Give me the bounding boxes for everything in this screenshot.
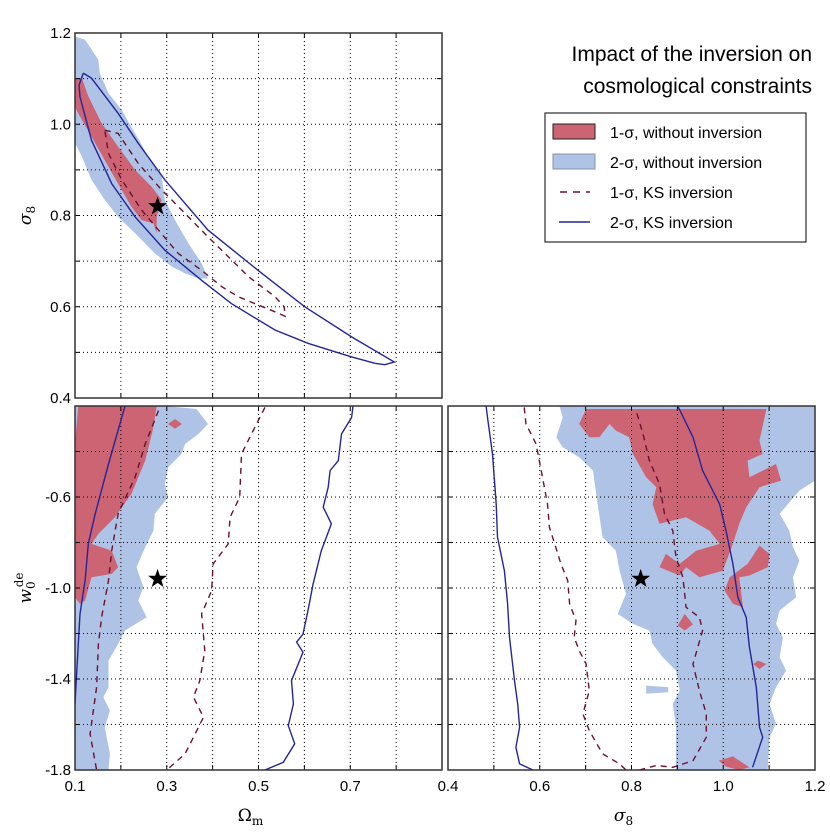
sigma2-contour-ks-inversion xyxy=(485,406,534,770)
axes-frame xyxy=(74,405,443,771)
y-tick-label: 1.2 xyxy=(50,25,71,42)
plot-area xyxy=(75,406,442,770)
sigma1-contour-ks-inversion xyxy=(523,407,627,770)
chart-title-line2: cosmological constraints xyxy=(583,75,812,98)
y-axis-label-subscript: 0 xyxy=(24,581,38,589)
sigma2-contour-ks-inversion xyxy=(75,406,126,705)
x-tick-label: 0.1 xyxy=(65,778,86,795)
y-tick-label: 0.8 xyxy=(50,208,71,225)
y-tick-label: -0.6 xyxy=(45,489,71,506)
sigma1-region-without-inversion xyxy=(579,409,782,578)
sigma1-region-without-inversion xyxy=(753,660,767,669)
sigma1-region-without-inversion xyxy=(75,78,162,234)
y-tick-label: -1.0 xyxy=(45,580,71,597)
fiducial-star-marker xyxy=(631,568,651,587)
panel-om-s8: 0.4 0.6 0.8 1.0 1.2 σ8 xyxy=(16,25,443,407)
sigma2-contour-ks-inversion xyxy=(677,406,764,768)
plot-area xyxy=(75,33,442,398)
y-axis-label-subscript: 8 xyxy=(24,206,38,214)
sigma2-contour-ks-inversion xyxy=(78,72,397,366)
x-axis-label-subscript: m xyxy=(252,814,264,828)
x-axis-label: σ8 xyxy=(614,806,633,828)
x-axis-label-symbol: σ xyxy=(614,806,626,826)
y-tick-label: 1.0 xyxy=(50,116,71,133)
y-axis-label-superscript: de xyxy=(12,573,26,588)
legend-swatch-sigma1-fill xyxy=(552,123,596,140)
x-axis-label-subscript: 8 xyxy=(625,814,633,828)
sigma2-contour-ks-inversion xyxy=(264,406,354,770)
legend: 1-σ, without inversion 2-σ, without inve… xyxy=(544,112,807,243)
x-axis-label: Ωm xyxy=(238,806,264,828)
y-tick-label: -1.8 xyxy=(45,762,71,779)
sigma1-region-without-inversion xyxy=(724,545,770,608)
panel-s8-w0: 0.4 0.6 0.8 1.0 1.2 σ8 xyxy=(438,405,826,828)
x-tick-label: 0.3 xyxy=(156,778,177,795)
sigma2-region-without-inversion xyxy=(75,36,208,279)
sigma1-region-without-inversion xyxy=(75,406,157,604)
y-tick-label: 0.4 xyxy=(50,390,71,407)
x-tick-label: 0.8 xyxy=(621,778,642,795)
sigma1-contour-ks-inversion xyxy=(166,407,266,770)
x-tick-label: 1.2 xyxy=(805,778,826,795)
sigma2-region-without-inversion xyxy=(646,685,669,694)
y-tick-label: -1.4 xyxy=(45,671,71,688)
x-axis-label-symbol: Ω xyxy=(238,806,252,826)
x-tick-label: 1.0 xyxy=(713,778,734,795)
x-tick-label: 0.4 xyxy=(438,778,459,795)
sigma1-contour-ks-inversion xyxy=(89,410,160,770)
sigma1-region-without-inversion xyxy=(718,756,750,770)
y-tick-label: 0.6 xyxy=(50,299,71,316)
legend-label: 2-σ, without inversion xyxy=(610,155,762,172)
sigma1-contour-ks-inversion xyxy=(635,410,707,770)
y-axis-label-symbol: σ xyxy=(16,213,36,225)
axes-frame xyxy=(447,405,816,771)
chart-title-line1: Impact of the inversion on xyxy=(572,43,812,66)
legend-swatch-sigma2-fill xyxy=(552,153,596,170)
y-axis-label: σ8 xyxy=(16,206,38,225)
x-tick-label: 0.7 xyxy=(340,778,361,795)
plot-area xyxy=(448,406,815,770)
fiducial-star-marker xyxy=(148,568,168,587)
sigma1-region-without-inversion xyxy=(168,419,182,429)
legend-label: 1-σ, KS inversion xyxy=(610,185,733,202)
sigma1-region-without-inversion xyxy=(677,613,693,631)
sigma1-contour-ks-inversion xyxy=(104,129,286,318)
y-axis-label: w0de xyxy=(12,573,38,604)
x-tick-label: 0.5 xyxy=(248,778,269,795)
fiducial-star-marker xyxy=(148,196,168,215)
legend-label: 1-σ, without inversion xyxy=(610,125,762,142)
legend-label: 2-σ, KS inversion xyxy=(610,215,733,232)
panel-om-w0: 0.1 0.3 0.5 0.7 -1.8 -1.4 -1.0 -0.6 Ωm w0de xyxy=(12,405,443,828)
y-axis-label-symbol: w xyxy=(16,589,36,604)
axes-frame xyxy=(74,32,443,399)
x-tick-label: 0.6 xyxy=(529,778,550,795)
